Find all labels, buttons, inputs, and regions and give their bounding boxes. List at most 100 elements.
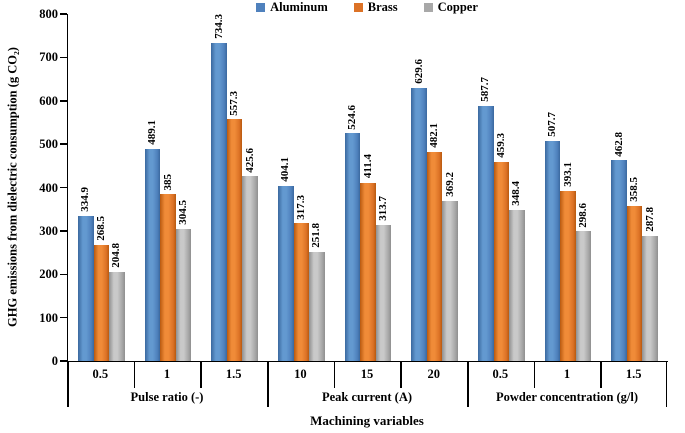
bar-brass	[160, 194, 176, 361]
bar-value-label: 334.9	[79, 187, 92, 212]
legend-item-brass: Brass	[353, 0, 398, 14]
bar-copper	[509, 209, 525, 361]
bar-copper	[175, 228, 192, 361]
bar-copper	[109, 272, 125, 361]
group-divider	[67, 361, 69, 407]
y-tick-label: 700	[39, 50, 58, 65]
bar-value-label: 507.7	[546, 112, 558, 137]
category-tick-label: 1.5	[225, 367, 242, 381]
y-tick-mark	[60, 143, 67, 145]
y-tick-label: 500	[39, 137, 58, 152]
bar-value-label: 411.4	[361, 154, 374, 179]
legend-item-copper: Copper	[423, 0, 478, 14]
category-label-row: 0.5 1 1.5 10 15 20 0.5 1 1.5	[67, 362, 667, 388]
bar-copper	[242, 176, 258, 361]
y-tick-label: 200	[39, 267, 58, 282]
bar-value-label: 313.7	[377, 196, 389, 221]
bar-value-label: 287.8	[643, 207, 656, 233]
y-tick-mark	[60, 273, 67, 275]
y-tick-mark	[60, 316, 67, 319]
y-tick-mark	[60, 100, 67, 102]
bar-copper	[309, 251, 325, 361]
bar-aluminum	[478, 106, 494, 361]
bar-copper	[375, 224, 392, 361]
group-divider	[665, 361, 667, 407]
bar-aluminum	[144, 148, 161, 361]
chart-legend: Aluminum Brass Copper	[67, 0, 667, 15]
bar-aluminum	[278, 185, 294, 361]
legend-swatch-aluminum-icon	[256, 3, 266, 12]
bar-value-label: 524.6	[346, 104, 358, 130]
bar-aluminum	[611, 160, 627, 361]
y-tick-label: 100	[39, 310, 58, 325]
bar-brass	[426, 151, 443, 361]
group-label: Powder concentration (g/l)	[495, 389, 639, 404]
bar-brass	[493, 161, 510, 361]
category-divider	[200, 361, 202, 388]
bar-value-label: 251.8	[310, 223, 323, 248]
group-divider	[267, 361, 269, 407]
bar-copper	[642, 236, 658, 361]
group-label-row: Pulse ratio (-) Peak current (A) Powder co…	[67, 388, 667, 407]
category-axis-table: 0.5 1 1.5 10 15 20 0.5 1 1.5 Pulse ratio (-) Peak…	[67, 361, 667, 408]
bar-aluminum	[211, 42, 227, 361]
category-tick-label: 0.5	[92, 367, 109, 381]
bar-brass	[626, 205, 643, 361]
bar-value-label: 304.5	[177, 200, 189, 225]
bar-value-label: 385	[161, 173, 174, 191]
bar-brass	[560, 190, 576, 361]
y-tick-label: 0	[51, 354, 58, 368]
bar-aluminum	[544, 140, 561, 361]
bar-value-label: 358.5	[628, 176, 641, 202]
bar-value-label: 204.8	[110, 243, 123, 269]
category-tick-label: 15	[360, 367, 374, 381]
bar-value-label: 425.6	[243, 147, 256, 173]
x-axis-title: Machining variables	[310, 413, 424, 428]
bar-copper	[575, 231, 592, 361]
legend-label: Copper	[437, 0, 478, 14]
y-tick-mark	[60, 186, 67, 189]
bar-value-label: 482.1	[428, 123, 441, 148]
legend-label: Aluminum	[270, 0, 328, 14]
bar-aluminum	[411, 87, 427, 361]
bar-copper	[442, 200, 458, 361]
category-tick-label: 20	[427, 367, 440, 381]
category-tick-label: 1	[163, 367, 171, 381]
bar-value-label: 298.6	[577, 202, 589, 228]
category-divider	[333, 361, 336, 388]
category-tick-label: 10	[294, 367, 307, 381]
plot-area: 334.9 268.5 204.8 489.1 385 304.5 734.3 557.3 42…	[60, 13, 668, 362]
bar-brass	[360, 182, 376, 361]
category-tick-label: 1.5	[625, 367, 642, 381]
bar-brass	[226, 119, 243, 361]
bar-value-label: 587.7	[479, 77, 492, 103]
bar-value-label: 393.1	[561, 161, 574, 187]
bar-value-label: 268.5	[94, 215, 107, 241]
legend-item-aluminum: Aluminum	[256, 1, 328, 14]
bar-value-label: 459.3	[494, 133, 507, 158]
group-divider	[467, 361, 469, 407]
y-tick-mark	[60, 13, 67, 15]
bar-value-label: 557.3	[228, 90, 241, 116]
y-tick-mark	[60, 56, 67, 59]
bar-value-label: 629.6	[412, 59, 425, 84]
category-tick-label: 0.5	[492, 367, 509, 381]
bar-value-label: 369.2	[443, 172, 456, 197]
bar-value-label: 317.3	[294, 194, 307, 220]
legend-label: Brass	[367, 0, 398, 14]
bar-brass	[93, 244, 110, 361]
y-tick-mark	[60, 230, 67, 232]
legend-swatch-brass-icon	[353, 3, 363, 12]
y-axis-title: GHG emissions from dielectric consumptio…	[5, 47, 20, 328]
category-divider	[533, 361, 536, 388]
y-axis-tick-labels: 0 100 200 300 400 500 600 700 800	[24, 7, 58, 368]
y-tick-label: 300	[39, 223, 58, 238]
bar-value-label: 404.1	[279, 156, 292, 182]
category-tick-label: 1	[563, 367, 571, 381]
category-divider	[600, 361, 602, 388]
bar-value-label: 489.1	[146, 120, 158, 145]
bar-value-label: 734.3	[212, 13, 225, 39]
y-tick-mark	[60, 360, 67, 362]
bar-aluminum	[344, 133, 361, 361]
